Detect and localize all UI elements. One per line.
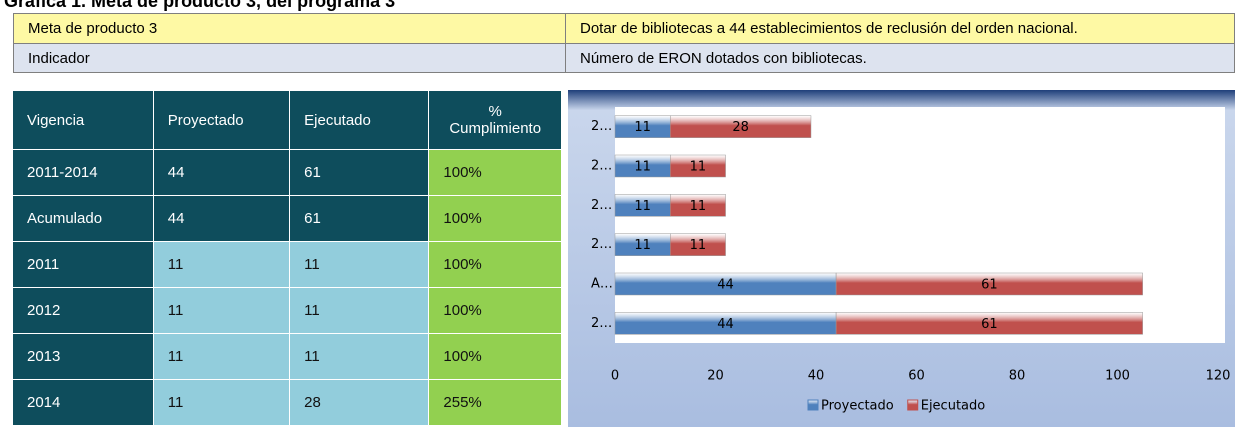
legend-swatch [807, 399, 819, 411]
plot-area [615, 107, 1225, 343]
chart: 0 20 40 60 80 100 120 2… 11 28 2… 11 11 2… 11 11 2… 11 11 A… [568, 90, 1235, 427]
bar [670, 154, 726, 178]
legend-label: Ejecutado [921, 399, 986, 414]
data-table: Vigencia Proyectado Ejecutado% Cumplimient… [12, 90, 562, 426]
legend-swatch [907, 399, 919, 411]
y-tick-label: A… [591, 277, 613, 292]
header-cell: % Cumplimiento [428, 90, 562, 150]
table-cell: 61 [289, 149, 430, 196]
value-label: 61 [981, 278, 998, 293]
value-label: 61 [981, 317, 998, 332]
value-label: 11 [634, 199, 651, 214]
value-label: 44 [717, 317, 734, 332]
y-tick-label: 2… [591, 119, 612, 134]
header-row: Vigencia Proyectado Ejecutado% Cumplimient… [12, 90, 562, 150]
bar [835, 272, 1143, 296]
table-cell: 11 [289, 333, 430, 380]
legend-label: Proyectado [821, 399, 894, 414]
x-tick-label: 100 [1105, 369, 1130, 384]
value-label: 11 [634, 160, 651, 175]
header-cell: Ejecutado [289, 90, 430, 150]
table-cell: 2011 [12, 241, 154, 288]
table-cell: 2013 [12, 333, 154, 380]
x-tick-label: 80 [1009, 369, 1026, 384]
table-cell: 61 [289, 195, 430, 242]
table-cell: Acumulado [12, 195, 154, 242]
table-cell: 44 [152, 149, 291, 196]
table-cell: 100% [428, 333, 562, 380]
y-tick-label: 2… [591, 237, 612, 252]
y-tick-label: 2… [591, 159, 612, 174]
x-tick-label: 20 [707, 369, 724, 384]
value-label: 11 [690, 160, 707, 175]
table-cell: 100% [428, 149, 562, 196]
header-cell: Proyectado [152, 90, 291, 150]
table-cell: 2012 [12, 287, 154, 334]
value-label: 11 [690, 238, 707, 253]
table-row: 2012 11 11 100% [12, 287, 562, 334]
table-cell: 11 [289, 287, 430, 334]
table-row: 2011 11 11 100% [12, 241, 562, 288]
table-row: 2014 11 28 255% [12, 379, 562, 426]
table-cell: 11 [152, 241, 291, 288]
bar [670, 194, 726, 217]
table-cell: 100% [428, 241, 562, 288]
x-tick-label: 0 [611, 369, 619, 384]
info-label: Meta de producto 3 [13, 13, 566, 44]
table-cell: 28 [289, 379, 430, 426]
header-cell: Vigencia [12, 90, 154, 150]
y-tick-label: 2… [591, 198, 612, 213]
table-row: 2011-2014 44 61 100% [12, 149, 562, 196]
info-label: Indicador [13, 43, 566, 73]
table-row: Acumulado 44 61 100% [12, 195, 562, 242]
table-cell: 2011-2014 [12, 149, 154, 196]
bar [670, 233, 726, 256]
table-cell: 11 [152, 287, 291, 334]
table-cell: 11 [289, 241, 430, 288]
table-cell: 11 [152, 379, 291, 426]
x-tick-label: 120 [1206, 369, 1231, 384]
table-cell: 255% [428, 379, 562, 426]
table-cell: 44 [152, 195, 291, 242]
table-cell: 2014 [12, 379, 154, 426]
table-cell: 100% [428, 195, 562, 242]
value-label: 11 [634, 120, 651, 135]
value-label: 44 [717, 278, 734, 293]
table-cell: 100% [428, 287, 562, 334]
x-tick-label: 40 [808, 369, 825, 384]
table-row: 2013 11 11 100% [12, 333, 562, 380]
bar [670, 115, 812, 138]
x-tick-label: 60 [908, 369, 925, 384]
table-cell: 11 [152, 333, 291, 380]
value-label: 11 [690, 199, 707, 214]
info-value: Número de ERON dotados con bibliotecas. [565, 43, 1235, 73]
bar [835, 312, 1143, 335]
value-label: 11 [634, 238, 651, 253]
y-tick-label: 2… [591, 316, 612, 331]
value-label: 28 [732, 120, 749, 135]
title: Gráfica 1. Meta de producto 3, del progr… [4, 0, 396, 11]
info-value: Dotar de bibliotecas a 44 establecimient… [565, 13, 1235, 44]
